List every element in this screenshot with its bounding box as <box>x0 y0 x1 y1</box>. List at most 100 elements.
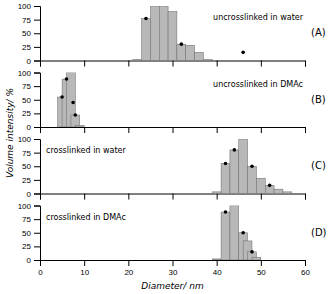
x-tick: 50 <box>257 260 266 277</box>
dot <box>250 250 254 254</box>
y-tick-label: 0 <box>27 123 32 132</box>
x-tick-mark <box>128 194 129 200</box>
bar <box>230 150 239 194</box>
y-tick-label: 25 <box>22 109 31 118</box>
bar <box>142 19 151 61</box>
x-tick <box>84 127 85 133</box>
x-tick <box>173 127 174 133</box>
panel: 0255075100(A)uncrosslinked in water <box>18 2 326 66</box>
x-tick-mark <box>261 194 262 200</box>
x-tick-mark <box>217 127 218 133</box>
y-tick: 50 <box>22 96 40 105</box>
x-tick-mark <box>128 260 129 266</box>
x-axis: 0102030405060 <box>38 260 310 277</box>
y-axis: 0 25 50 75 100 <box>18 135 41 199</box>
x-tick <box>261 127 262 133</box>
bar <box>203 59 212 60</box>
x-tick <box>40 194 41 200</box>
x-tick: 30 <box>169 260 178 277</box>
x-tick-label: 30 <box>169 268 178 277</box>
y-tick-mark <box>34 33 40 34</box>
x-axis <box>41 61 306 67</box>
x-tick-mark <box>84 127 85 133</box>
x-tick <box>217 61 218 67</box>
bar <box>274 189 283 193</box>
x-tick <box>128 61 129 67</box>
bar <box>186 45 195 60</box>
y-tick-mark <box>34 6 40 7</box>
x-tick-mark <box>217 194 218 200</box>
y-tick: 100 <box>18 2 40 11</box>
x-tick: 10 <box>80 260 89 277</box>
y-tick-mark <box>34 153 40 154</box>
y-axis: 0255075100 <box>18 69 41 133</box>
y-tick-mark <box>34 166 40 167</box>
annotation: crosslinked in water <box>46 146 126 155</box>
x-tick <box>128 194 129 200</box>
y-tick-label: 50 <box>22 29 31 38</box>
dot <box>268 184 272 188</box>
x-tick <box>261 194 262 200</box>
panel: 0 25 50 75 100 (C) crosslinked in water <box>18 135 326 199</box>
y-tick: 100 <box>18 135 40 144</box>
y-tick: 25 <box>22 242 40 251</box>
y-tick-mark <box>34 233 40 234</box>
x-axis-title: Diameter/ nm <box>141 281 204 291</box>
y-tick-mark <box>34 47 40 48</box>
x-tick <box>84 61 85 67</box>
x-tick-mark <box>305 260 306 266</box>
y-tick: 25 <box>22 176 40 185</box>
x-tick: 0 <box>38 260 43 277</box>
bar <box>212 192 221 194</box>
x-axis-line <box>41 128 306 134</box>
x-tick-mark <box>40 194 41 200</box>
y-axis-line <box>34 206 41 261</box>
y-tick-mark <box>34 100 40 101</box>
x-tick-mark <box>84 61 85 67</box>
y-tick: 50 <box>22 162 40 171</box>
y-tick: 0 <box>27 123 40 132</box>
x-tick <box>217 127 218 133</box>
x-axis <box>41 194 306 200</box>
y-tick-label: 75 <box>22 149 31 158</box>
y-tick-mark <box>34 20 40 21</box>
y-tick-mark <box>34 61 40 62</box>
y-tick-mark <box>34 127 40 128</box>
y-tick-mark <box>34 180 40 181</box>
dot <box>224 210 228 214</box>
y-axis: 0255075100 <box>18 2 41 65</box>
x-tick-mark <box>261 61 262 67</box>
bar <box>256 178 265 193</box>
dot <box>233 148 237 152</box>
x-tick-mark <box>305 127 306 133</box>
y-tick: 100 <box>18 202 40 211</box>
y-tick-mark <box>34 219 40 220</box>
x-tick-label: 60 <box>301 268 310 277</box>
y-axis-title: Volume intensity/ % <box>5 88 15 178</box>
panel-label: (C) <box>311 160 326 171</box>
bar <box>150 6 159 61</box>
x-tick <box>305 61 306 67</box>
x-tick-mark <box>173 194 174 200</box>
y-tick: 0 <box>27 190 40 199</box>
x-tick: 40 <box>213 260 222 277</box>
y-tick-mark <box>34 194 40 195</box>
x-tick-mark <box>217 260 218 266</box>
dot <box>74 113 78 117</box>
y-tick: 50 <box>22 229 40 238</box>
annotation: crosslinked in DMAc <box>46 213 126 222</box>
x-tick-mark <box>261 127 262 133</box>
y-tick-mark <box>34 86 40 87</box>
y-tick-mark <box>34 206 40 207</box>
y-axis-line <box>34 7 41 62</box>
figure: 0255075100(A)uncrosslinked in waterVolum… <box>0 0 335 294</box>
dot <box>224 162 228 166</box>
bar <box>75 125 84 127</box>
dot <box>71 101 75 105</box>
x-tick-mark <box>40 260 41 266</box>
panel-label: (A) <box>311 27 326 38</box>
y-tick-label: 0 <box>27 256 32 265</box>
x-tick-mark <box>305 194 306 200</box>
x-tick-mark <box>128 61 129 67</box>
dot <box>250 164 254 168</box>
